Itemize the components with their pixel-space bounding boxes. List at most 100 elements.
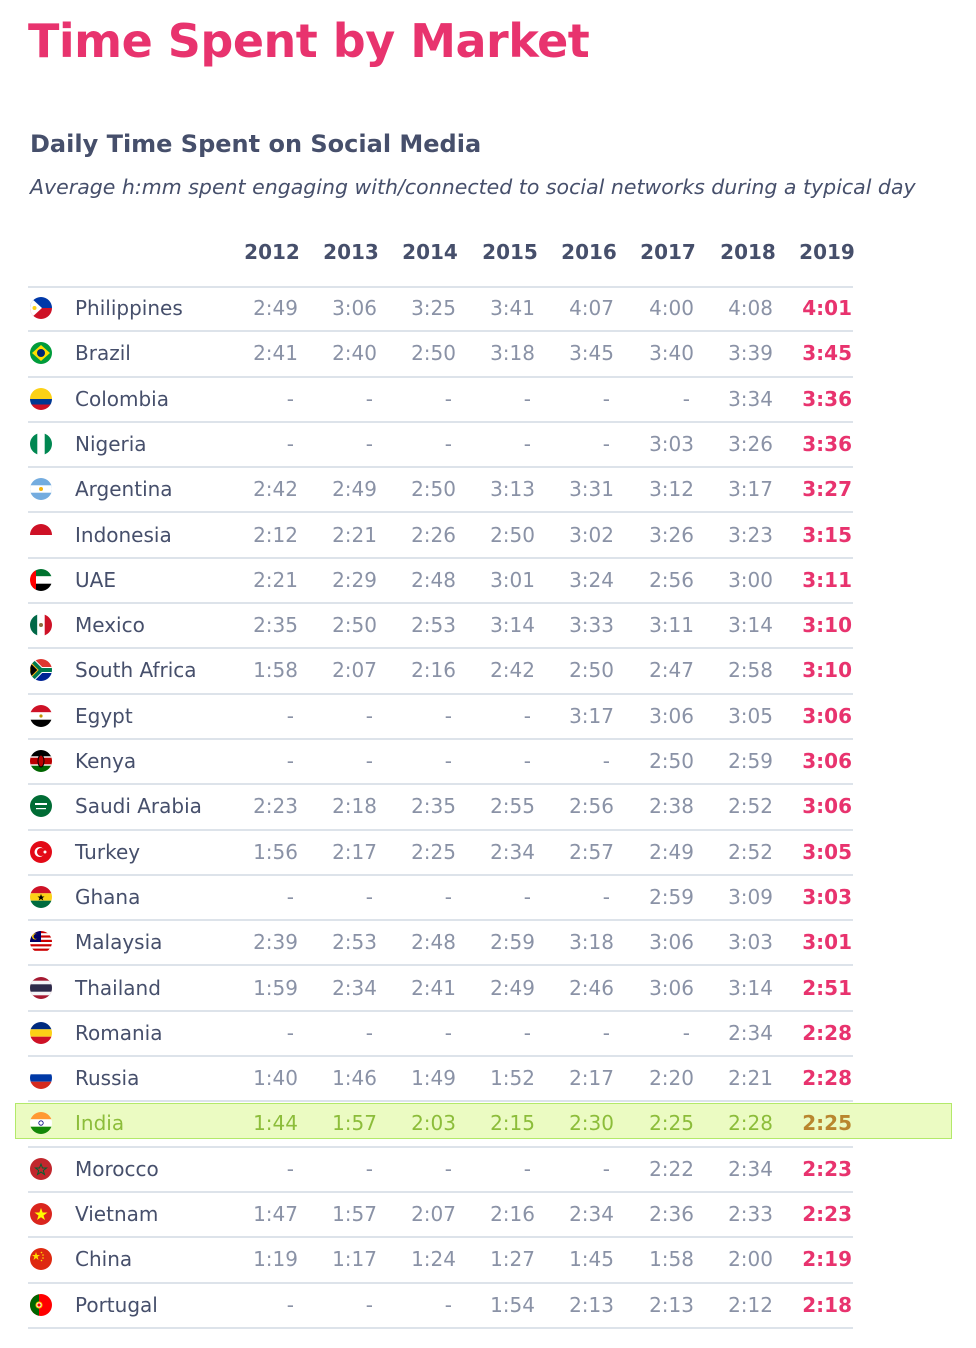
row-divider — [28, 330, 853, 333]
value-cell-2012: 1:47 — [253, 1202, 298, 1226]
value-cell-2012: 2:49 — [253, 296, 298, 320]
value-cell-2013: 3:06 — [332, 296, 377, 320]
value-cell-2018: 3:03 — [728, 930, 773, 955]
value-cell-2014: 2:07 — [411, 1202, 456, 1226]
table-row: Ghana - - - - - 2:59 3:09 3:03 — [0, 876, 976, 922]
table-row: Kenya - - - - - 2:50 2:59 3:06 — [0, 740, 976, 786]
value-cell-2013: - — [365, 1020, 373, 1045]
malaysia-flag-icon — [30, 931, 52, 954]
table-row: Russia 1:40 1:46 1:49 1:52 2:17 2:20 2:21 2:28 — [0, 1057, 976, 1103]
value-cell-2019: 2:23 — [802, 1202, 852, 1226]
value-cell-2013: 2:07 — [332, 658, 377, 683]
value-cell-2014: 2:53 — [411, 613, 456, 638]
india-flag-icon — [30, 1112, 52, 1135]
value-cell-2013: 2:53 — [332, 930, 377, 955]
year-header: 2016 — [561, 240, 617, 264]
row-divider — [28, 466, 853, 469]
row-divider — [28, 1009, 853, 1012]
value-cell-2015: 2:59 — [490, 930, 535, 955]
value-cell-2018: 3:14 — [728, 975, 773, 1000]
section-title: Daily Time Spent on Social Media — [30, 130, 482, 158]
value-cell-2012: 2:41 — [253, 341, 298, 366]
value-cell-2015: 1:54 — [490, 1292, 535, 1317]
table-row: Morocco - - - - - 2:22 2:34 2:23 — [0, 1148, 976, 1193]
value-cell-2012: 1:40 — [253, 1066, 298, 1091]
table-row: Malaysia 2:39 2:53 2:48 2:59 3:18 3:06 3:03 3:01 — [0, 921, 976, 967]
country-name: Malaysia — [75, 930, 163, 955]
country-name: Argentina — [75, 477, 173, 502]
table-row: Vietnam 1:47 1:57 2:07 2:16 2:34 2:36 2:33 2:23 — [0, 1193, 976, 1239]
value-cell-2012: - — [286, 703, 294, 728]
value-cell-2017: 2:22 — [649, 1156, 694, 1181]
table-row: Saudi Arabia 2:23 2:18 2:35 2:55 2:56 2:38 2:52… — [0, 785, 976, 831]
value-cell-2016: 2:57 — [569, 839, 614, 864]
turkey-flag-icon — [30, 840, 52, 863]
value-cell-2017: 2:50 — [649, 749, 694, 773]
value-cell-2014: 2:35 — [411, 794, 456, 819]
value-cell-2016: - — [602, 1020, 610, 1045]
row-highlight — [15, 1103, 952, 1140]
china-flag-icon — [30, 1248, 52, 1271]
value-cell-2015: - — [523, 1020, 531, 1045]
value-cell-2017: 3:12 — [649, 477, 694, 502]
value-cell-2012: - — [286, 1020, 294, 1045]
value-cell-2017: 2:38 — [649, 794, 694, 819]
year-header: 2012 — [244, 240, 300, 264]
value-cell-2012: - — [286, 386, 294, 411]
table-row: Thailand 1:59 2:34 2:41 2:49 2:46 3:06 3:14 2:51 — [0, 967, 976, 1012]
russia-flag-icon — [30, 1067, 52, 1090]
row-divider — [28, 375, 853, 378]
value-cell-2013: 2:50 — [332, 613, 377, 638]
country-name: Nigeria — [75, 431, 147, 456]
country-name: Colombia — [75, 386, 169, 411]
value-cell-2016: - — [602, 884, 610, 909]
value-cell-2015: 3:18 — [490, 341, 535, 366]
value-cell-2015: - — [523, 431, 531, 456]
value-cell-2019: 3:11 — [802, 567, 852, 592]
value-cell-2017: 2:25 — [649, 1111, 694, 1136]
value-cell-2017: 3:06 — [649, 975, 694, 1000]
uae-flag-icon — [30, 568, 52, 591]
value-cell-2013: 2:17 — [332, 839, 377, 864]
argentina-flag-icon — [30, 478, 52, 501]
country-name: Mexico — [75, 613, 145, 638]
mexico-flag-icon — [30, 614, 52, 637]
value-cell-2019: 4:01 — [802, 296, 852, 320]
value-cell-2014: 2:48 — [411, 930, 456, 955]
row-divider — [28, 692, 853, 695]
value-cell-2015: - — [523, 749, 531, 773]
value-cell-2012: 2:42 — [253, 477, 298, 502]
value-cell-2017: 4:00 — [649, 296, 694, 320]
country-name: Kenya — [75, 749, 137, 773]
value-cell-2018: 2:59 — [728, 749, 773, 773]
row-divider — [28, 602, 853, 605]
value-cell-2014: 2:50 — [411, 341, 456, 366]
row-divider — [28, 1100, 853, 1103]
value-cell-2018: 3:14 — [728, 613, 773, 638]
value-cell-2017: 2:13 — [649, 1292, 694, 1317]
value-cell-2017: 3:06 — [649, 703, 694, 728]
table-row: Egypt - - - - 3:17 3:06 3:05 3:06 — [0, 695, 976, 740]
country-name: Morocco — [75, 1156, 159, 1181]
colombia-flag-icon — [30, 387, 52, 410]
row-divider — [28, 964, 853, 967]
value-cell-2017: 1:58 — [649, 1247, 694, 1272]
value-cell-2018: 2:12 — [728, 1292, 773, 1317]
morocco-flag-icon — [30, 1157, 52, 1180]
value-cell-2014: 1:24 — [411, 1247, 456, 1272]
romania-flag-icon — [30, 1021, 52, 1044]
value-cell-2015: - — [523, 703, 531, 728]
row-divider — [28, 1145, 853, 1148]
vietnam-flag-icon — [30, 1203, 52, 1225]
row-divider — [28, 873, 853, 876]
value-cell-2019: 3:15 — [802, 522, 852, 547]
value-cell-2012: - — [286, 431, 294, 456]
value-cell-2018: 4:08 — [728, 296, 773, 320]
value-cell-2019: 3:03 — [802, 884, 852, 909]
value-cell-2018: 3:17 — [728, 477, 773, 502]
value-cell-2016: 4:07 — [569, 296, 614, 320]
table-header: 2012 2013 2014 2015 2016 2017 2018 2019 — [0, 240, 976, 270]
value-cell-2012: 2:23 — [253, 794, 298, 819]
value-cell-2012: - — [286, 1156, 294, 1181]
value-cell-2016: 3:33 — [569, 613, 614, 638]
